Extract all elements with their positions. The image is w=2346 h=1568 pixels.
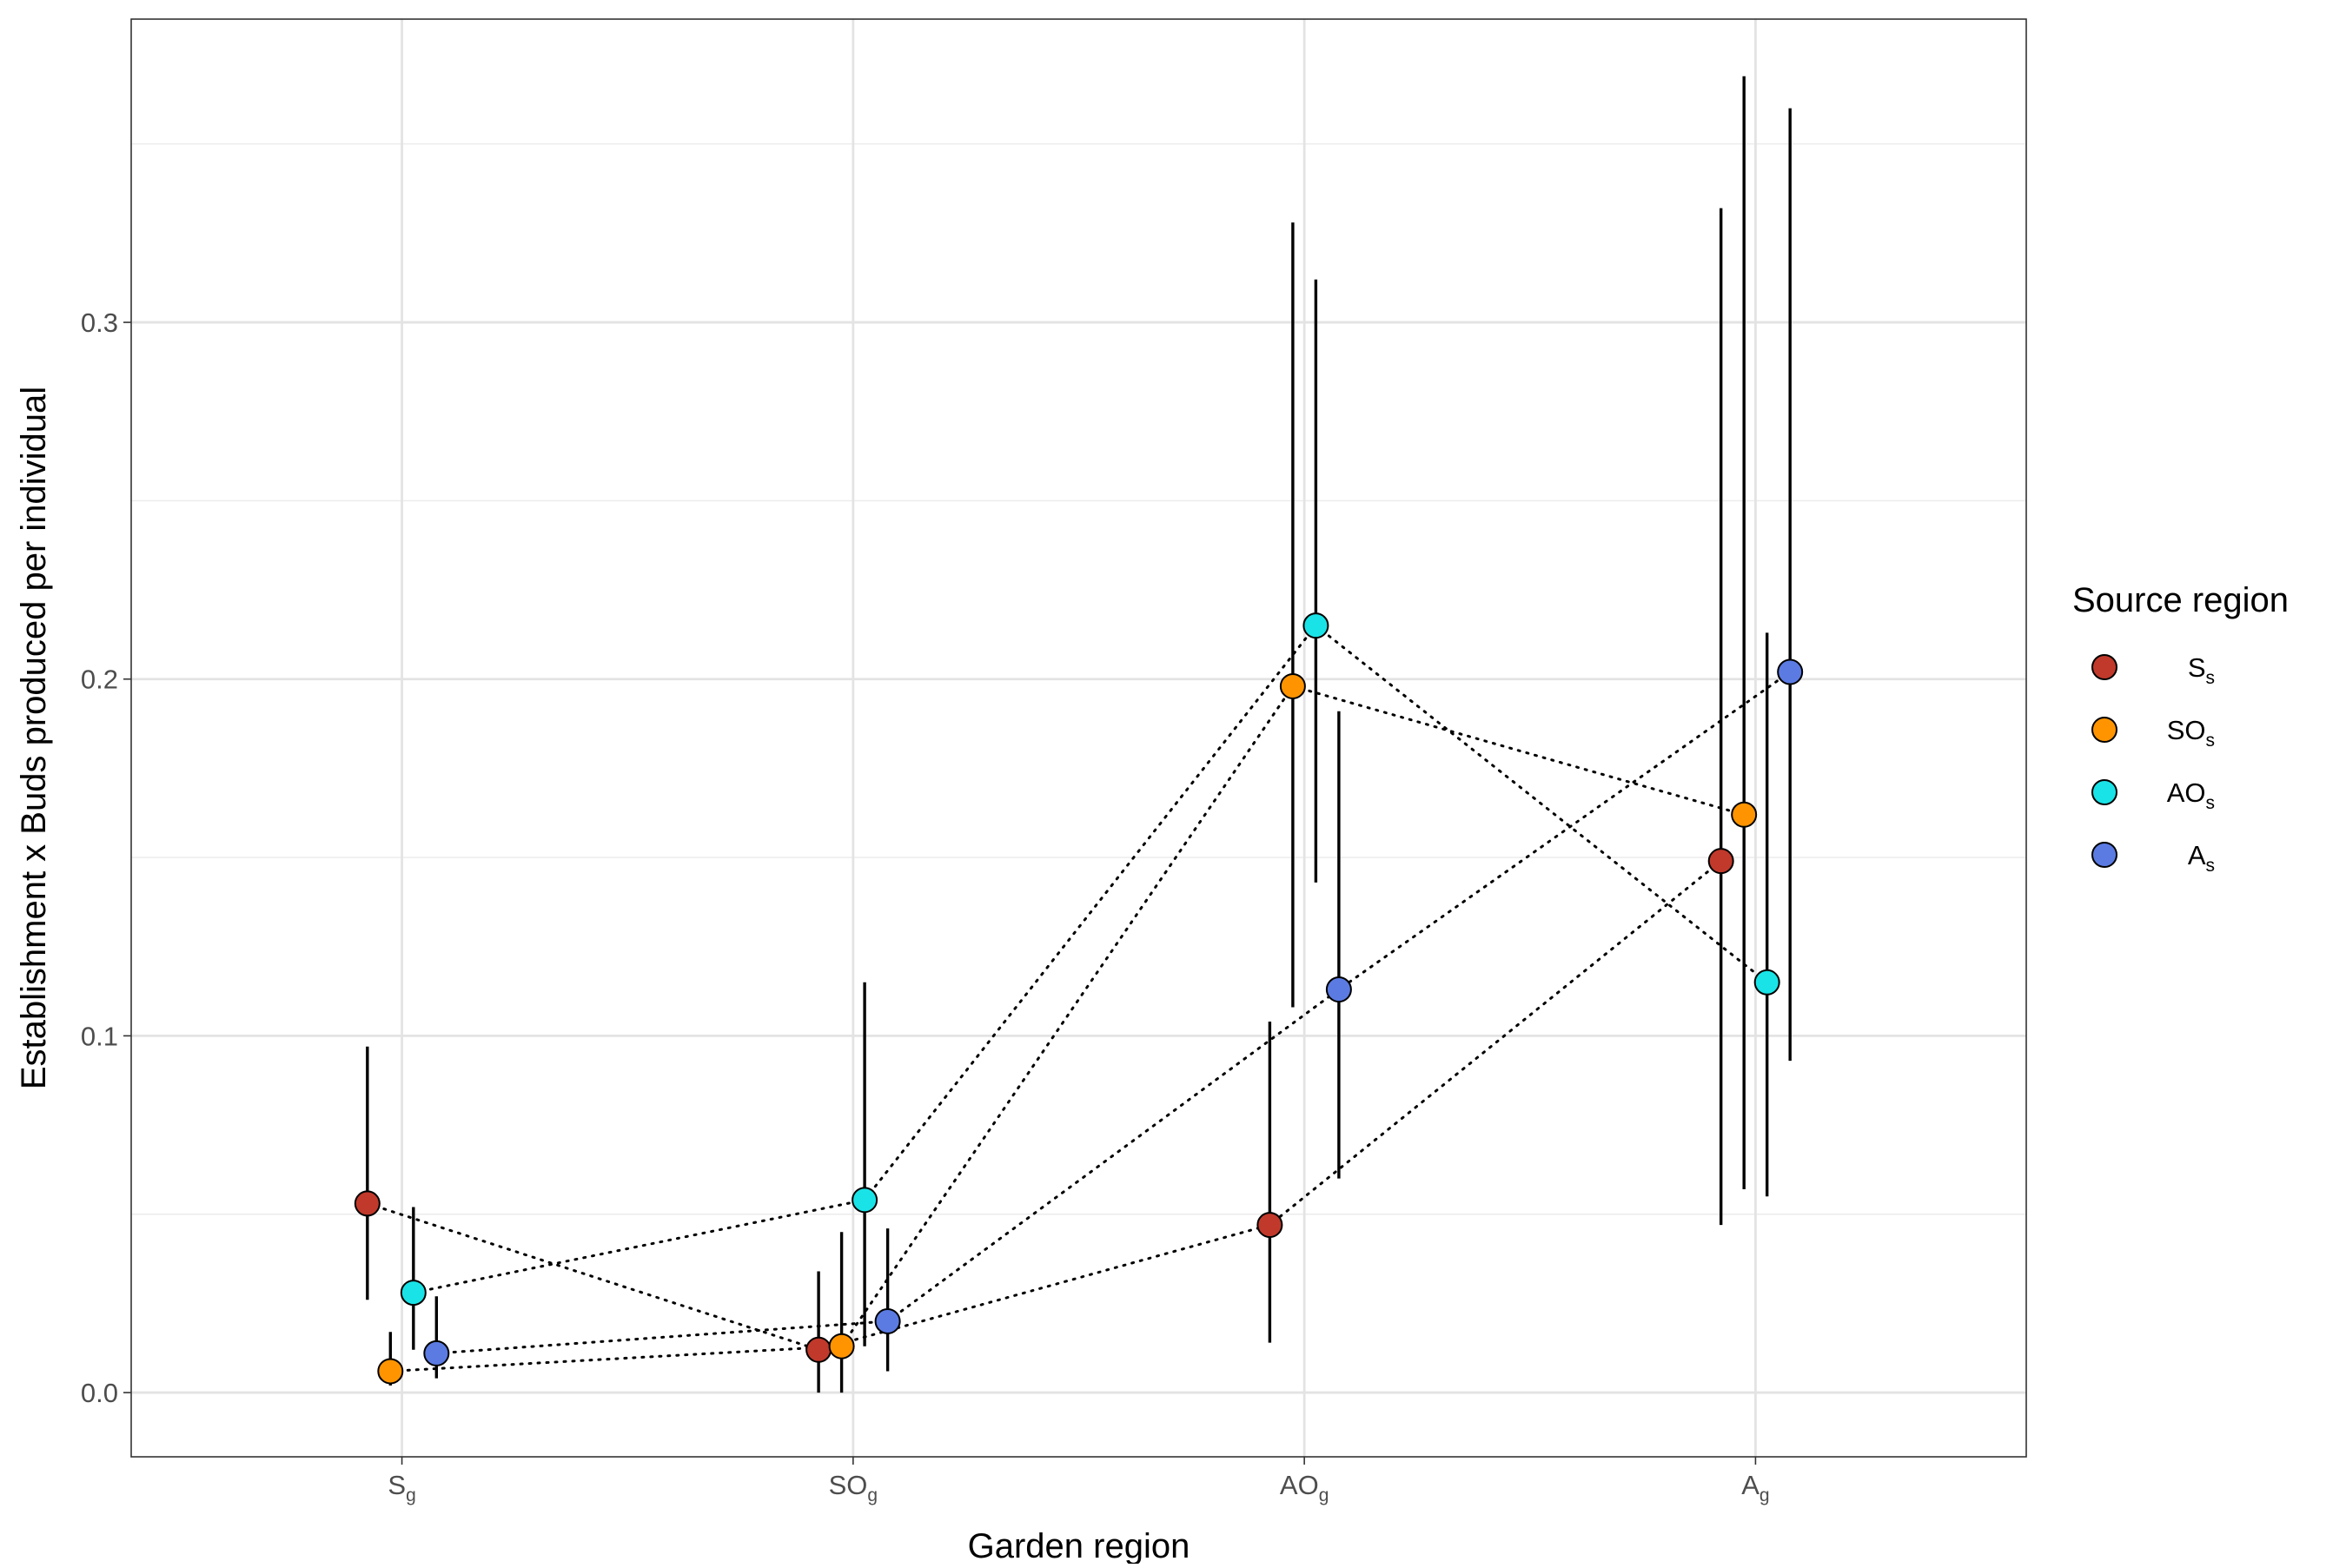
connector-lines xyxy=(366,624,1792,1373)
legend-label-sub: s xyxy=(2206,793,2216,813)
y-tick-label: 0.1 xyxy=(81,1021,118,1051)
error-bars xyxy=(366,76,1792,1393)
data-point xyxy=(1302,612,1329,639)
x-tick-label-sub: g xyxy=(867,1485,878,1505)
data-point xyxy=(1707,848,1734,875)
x-axis: Sg SOg AOg Ag xyxy=(388,1457,1770,1505)
legend-key xyxy=(2091,717,2117,743)
data-point xyxy=(1753,969,1780,996)
y-axis: 0.0 0.1 0.2 0.3 xyxy=(81,308,131,1408)
connector-line xyxy=(366,859,1723,1352)
data-point xyxy=(377,1358,404,1385)
legend-title: Source region xyxy=(2072,581,2289,619)
data-point xyxy=(400,1280,427,1307)
x-tick-label-base: A xyxy=(1741,1470,1760,1500)
legend-label-sub: s xyxy=(2206,668,2216,688)
x-axis-title: Garden region xyxy=(968,1527,1190,1564)
data-point xyxy=(805,1336,832,1363)
data-points xyxy=(354,612,1804,1385)
y-tick-label: 0.0 xyxy=(81,1378,118,1408)
data-point xyxy=(852,1187,878,1214)
data-point xyxy=(1325,976,1352,1003)
x-tick-label-sub: g xyxy=(1760,1485,1770,1505)
data-point xyxy=(1777,658,1804,685)
legend-key xyxy=(2091,779,2117,805)
plot-border xyxy=(130,18,2027,1458)
x-tick-label-base: AO xyxy=(1280,1470,1319,1500)
legend-key xyxy=(2091,842,2117,868)
legend-label-base: AO xyxy=(2167,777,2206,808)
x-tick-label-base: SO xyxy=(829,1470,868,1500)
x-tick-label-sub: g xyxy=(406,1485,416,1505)
y-axis-title: Establishment x Buds produced per indivi… xyxy=(15,387,53,1089)
data-point xyxy=(423,1340,450,1366)
legend-label: As xyxy=(2188,840,2215,876)
y-tick-label: 0.2 xyxy=(81,665,118,695)
legend-label-sub: s xyxy=(2206,856,2216,876)
legend-label-base: S xyxy=(2188,652,2206,683)
data-point xyxy=(1256,1212,1283,1239)
legend-label-base: SO xyxy=(2167,715,2206,745)
legend-label-sub: s xyxy=(2206,731,2216,751)
data-point xyxy=(354,1190,381,1217)
data-point xyxy=(1731,801,1758,828)
connector-line xyxy=(412,624,1769,1294)
grid-major xyxy=(131,19,2026,1457)
x-tick-label: Ag xyxy=(1741,1470,1769,1505)
x-tick-label: AOg xyxy=(1280,1470,1329,1505)
data-point xyxy=(1279,672,1306,699)
x-tick-label: Sg xyxy=(388,1470,415,1505)
legend-label: Ss xyxy=(2188,652,2215,688)
legend-label: AOs xyxy=(2167,777,2215,813)
data-point xyxy=(874,1307,901,1334)
legend-label-base: A xyxy=(2188,840,2206,870)
x-tick-label-base: S xyxy=(388,1470,406,1500)
x-tick-label-sub: g xyxy=(1319,1485,1329,1505)
legend-key xyxy=(2091,654,2117,680)
data-point xyxy=(828,1333,855,1360)
connector-line xyxy=(388,685,1746,1373)
connector-line xyxy=(434,671,1792,1355)
plot-background xyxy=(131,19,2026,1457)
y-tick-label: 0.3 xyxy=(81,308,118,338)
x-tick-label: SOg xyxy=(829,1470,878,1505)
legend-label: SOs xyxy=(2167,715,2215,751)
